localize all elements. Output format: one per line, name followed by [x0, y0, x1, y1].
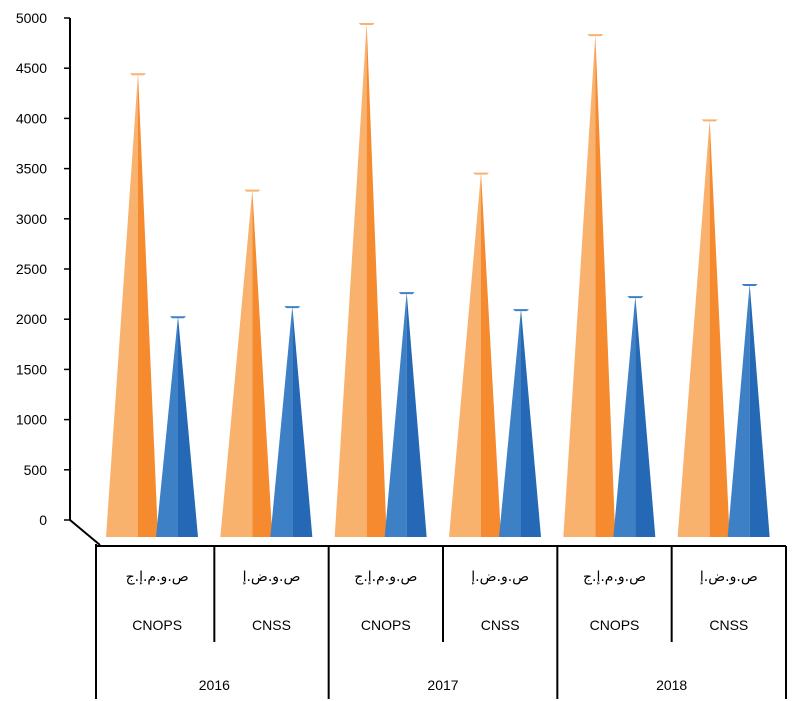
bar-2017-CNSS-s2-left-face — [499, 309, 521, 537]
floor-edge-line — [69, 519, 101, 546]
bar-top-rim — [473, 172, 489, 175]
bar-2017-CNOPS-s2 — [406, 292, 427, 537]
bar-2018-CNSS-s1 — [709, 119, 730, 538]
bar-2016-CNOPS-s2-left-face — [156, 316, 178, 537]
bar-2016-CNSS-s1-left-face — [220, 189, 253, 537]
y-tick-label: 5000 — [16, 10, 47, 26]
bar-2016-CNSS-s2-left-face — [270, 306, 293, 537]
category-arabic-label: ص.و.م.إ.ج — [583, 569, 646, 585]
bar-2018-CNSS-s2 — [749, 284, 770, 537]
bar-top-rim — [627, 296, 644, 299]
y-tick-label: 1500 — [16, 361, 47, 377]
y-tick-label: 1000 — [16, 412, 47, 428]
bar-2016-CNOPS-s2 — [178, 316, 198, 537]
bar-top-rim — [741, 284, 758, 287]
category-arabic-label: ص.و.ض.إ — [243, 569, 301, 585]
bar-top-rim — [587, 34, 604, 37]
y-tick-label: 4000 — [16, 110, 47, 126]
category-fund-label: CNSS — [709, 617, 748, 633]
year-label: 2017 — [427, 677, 458, 693]
y-tick-label: 2000 — [16, 311, 47, 327]
category-arabic-label: ص.و.م.إ.ج — [126, 569, 189, 585]
bar-2018-CNOPS-s2-left-face — [613, 296, 636, 537]
bar-top-rim — [513, 309, 529, 312]
bar-2017-CNOPS-s1 — [366, 23, 387, 537]
bar-2018-CNOPS-s1 — [595, 34, 616, 538]
chart-bars — [106, 23, 770, 538]
y-tick-label: 0 — [39, 512, 47, 528]
category-arabic-label: ص.و.م.إ.ج — [354, 569, 417, 585]
bar-top-rim — [284, 306, 301, 309]
bar-2017-CNSS-s1 — [481, 172, 501, 537]
y-tick-label: 500 — [24, 462, 48, 478]
category-fund-label: CNOPS — [361, 617, 411, 633]
bar-top-rim — [170, 316, 186, 319]
bar-2018-CNSS-s1-left-face — [677, 119, 710, 538]
bar-2016-CNSS-s2 — [292, 306, 313, 537]
y-tick-label: 2500 — [16, 261, 47, 277]
y-tick-label: 3000 — [16, 211, 47, 227]
y-tick-label: 3500 — [16, 161, 47, 177]
bar-2017-CNSS-s2 — [521, 309, 541, 537]
category-arabic-label: ص.و.ض.إ — [700, 569, 758, 585]
year-label: 2016 — [199, 677, 230, 693]
bar-2017-CNSS-s1-left-face — [449, 172, 481, 537]
bar-top-rim — [130, 73, 146, 76]
category-fund-label: CNSS — [252, 617, 291, 633]
bar-2016-CNOPS-s1-left-face — [106, 73, 138, 537]
bar-2016-CNSS-s1 — [252, 189, 273, 537]
x-axis-categories: ص.و.م.إ.ج CNOPS ص.و.ض.إ CNSS ص.و.م.إ.ج CNOPS ص… — [95, 544, 787, 699]
bar-2016-CNOPS-s1 — [138, 73, 158, 537]
category-arabic-label: ص.و.ض.إ — [471, 569, 529, 585]
bar-2017-CNOPS-s1-left-face — [334, 23, 367, 537]
category-fund-label: CNOPS — [590, 617, 640, 633]
chart-axes — [69, 18, 101, 546]
y-axis-ticks: 0 500 1000 1500 2000 2500 3000 3500 4000 4500 5000 — [16, 10, 70, 528]
bar-2018-CNSS-s2-left-face — [727, 284, 750, 537]
bar-top-rim — [358, 23, 375, 26]
bar-top-rim — [398, 292, 415, 295]
bar-top-rim — [244, 189, 261, 192]
category-fund-label: CNSS — [481, 617, 520, 633]
bar-top-rim — [701, 119, 718, 122]
year-label: 2018 — [656, 677, 687, 693]
bar-2018-CNOPS-s1-left-face — [563, 34, 596, 538]
category-fund-label: CNOPS — [132, 617, 182, 633]
bar-2017-CNOPS-s2-left-face — [384, 292, 407, 537]
bar-2018-CNOPS-s2 — [635, 296, 656, 537]
y-tick-label: 4500 — [16, 60, 47, 76]
